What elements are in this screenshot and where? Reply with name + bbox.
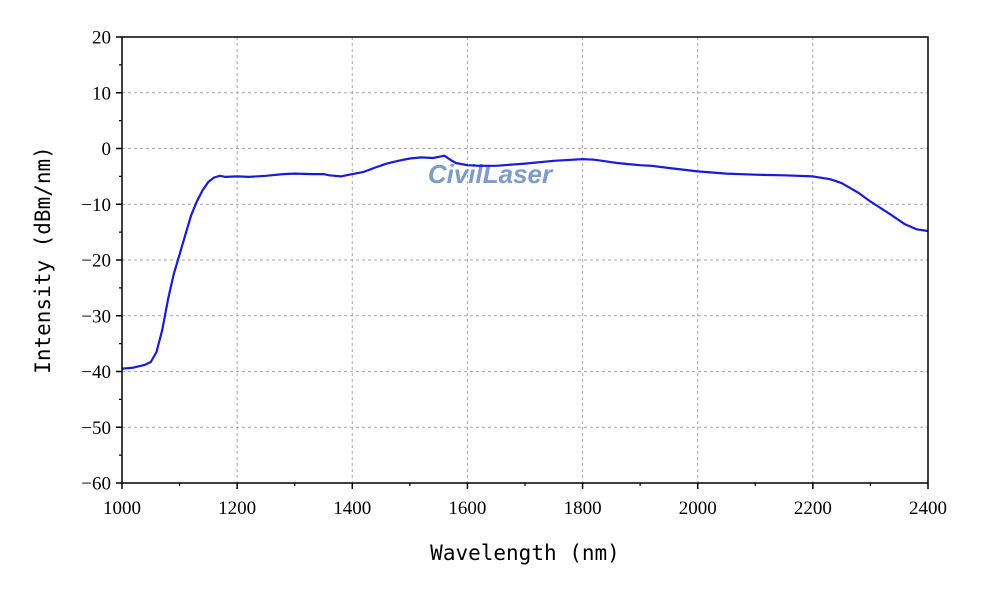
- y-tick-labels: 20 10 0 −10 −20 −30 −40 −50 −60: [81, 28, 111, 495]
- y-tick-label: −30: [81, 306, 111, 327]
- x-tick-label: 1600: [448, 498, 486, 519]
- plot-frame: [121, 36, 929, 484]
- y-tick-label: 10: [92, 83, 111, 104]
- watermark-logo: CivilLaser: [428, 159, 554, 189]
- y-tick-label: −60: [81, 474, 111, 495]
- y-tick-label: 20: [92, 28, 111, 49]
- x-tick-label: 2400: [909, 498, 947, 519]
- x-tick-label: 1800: [564, 498, 602, 519]
- x-axis-title: Wavelength (nm): [430, 541, 620, 565]
- y-tick-label: −20: [81, 251, 111, 272]
- x-tick-labels: 1000 1200 1400 1600 1800 2000 2200 2400: [103, 498, 947, 519]
- series-line: [121, 154, 929, 370]
- x-tick-label: 2000: [679, 498, 717, 519]
- grid-lines: [122, 37, 928, 483]
- y-tick-label: −50: [81, 418, 111, 439]
- x-tick-label: 1200: [218, 498, 256, 519]
- axis-ticks: [116, 36, 929, 489]
- y-tick-label: −40: [81, 362, 111, 383]
- y-tick-label: −10: [81, 195, 111, 216]
- y-tick-label: 0: [102, 139, 112, 160]
- x-tick-label: 2200: [794, 498, 832, 519]
- x-tick-label: 1400: [333, 498, 371, 519]
- y-axis-title: Intensity (dBm/nm): [31, 146, 55, 374]
- x-tick-label: 1000: [103, 498, 141, 519]
